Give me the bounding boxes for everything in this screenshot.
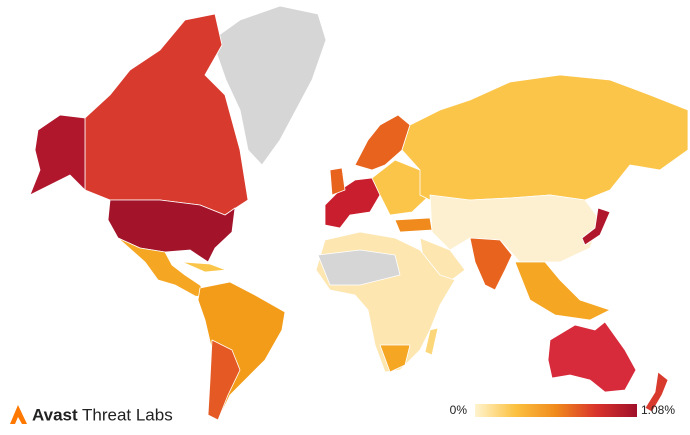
- map: [29, 5, 689, 421]
- new-zealand: [644, 371, 669, 413]
- southeast-asia: [514, 261, 611, 321]
- brand-subtitle: Threat Labs: [82, 405, 173, 424]
- eastern-europe: [371, 159, 431, 216]
- south-africa: [379, 344, 411, 373]
- australia: [547, 321, 637, 393]
- western-europe: [324, 177, 381, 229]
- legend-min-label: 0%: [450, 403, 468, 417]
- argentina-chile: [207, 339, 241, 421]
- russia: [401, 74, 689, 206]
- india: [469, 237, 513, 291]
- alaska: [29, 114, 86, 196]
- caribbean: [181, 261, 227, 273]
- brand-logo: [10, 405, 27, 424]
- greenland: [211, 5, 327, 166]
- central-asia: [429, 194, 601, 263]
- legend-max-label: 1.08%: [641, 403, 675, 417]
- legend: 0% 1.08%: [450, 403, 676, 417]
- madagascar: [424, 327, 439, 356]
- turkey: [394, 217, 433, 233]
- sahel: [317, 249, 401, 286]
- brand-name: Avast: [32, 405, 78, 424]
- uk: [329, 167, 346, 196]
- japan: [581, 207, 611, 246]
- legend-gradient: [475, 404, 637, 417]
- brand: Avast Threat Labs: [10, 405, 173, 424]
- scandinavia: [354, 114, 411, 171]
